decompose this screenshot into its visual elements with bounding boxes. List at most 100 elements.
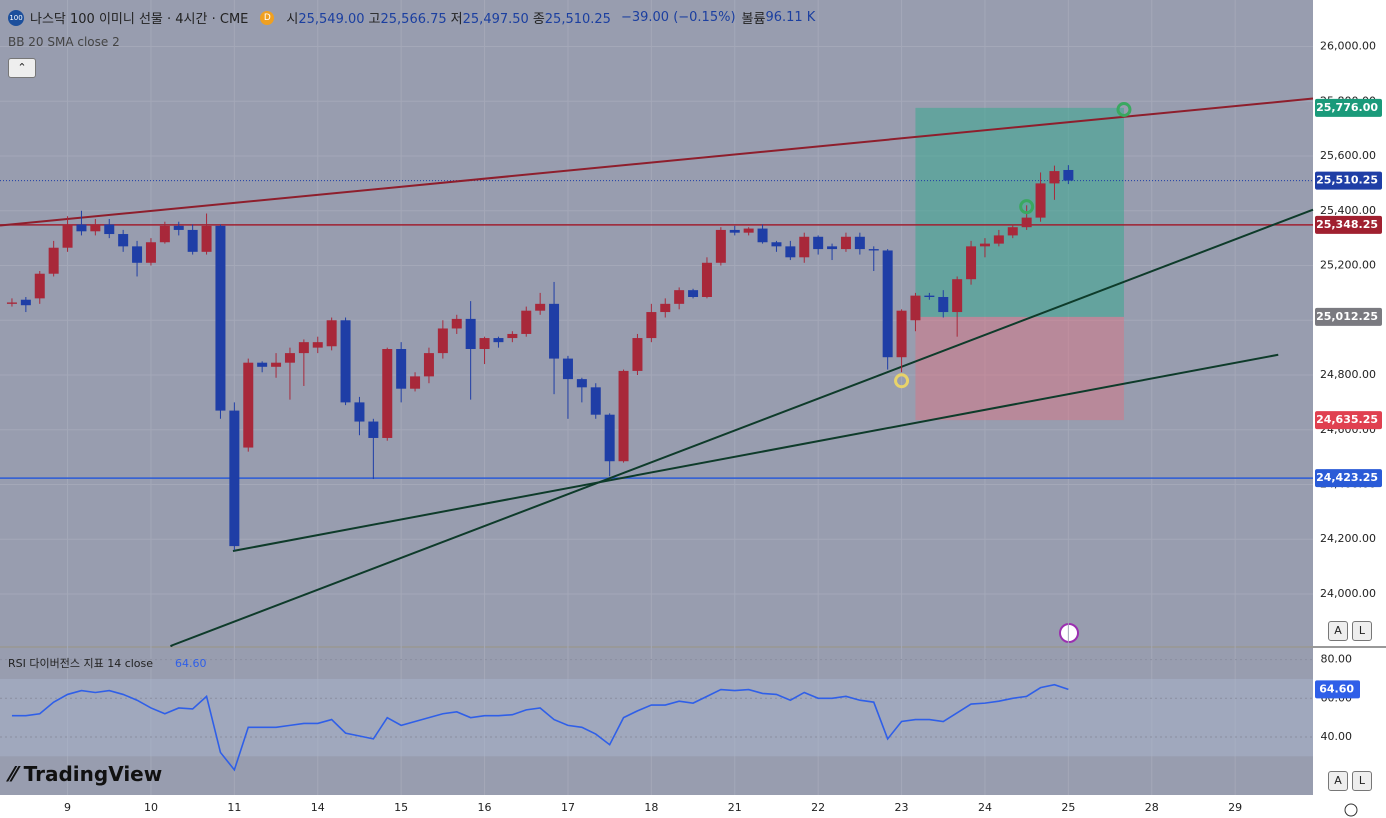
candle-body (896, 310, 907, 358)
candle-body (465, 318, 476, 350)
symbol-name[interactable]: 나스닥 100 이미니 선물 · 4시간 · CME (30, 12, 249, 27)
candle-body (76, 224, 87, 232)
trendline (0, 97, 1314, 227)
candle-body (868, 249, 879, 251)
candle-body (493, 338, 504, 343)
y-tick-label: 25,600.00 (1320, 149, 1376, 162)
rsi-title: RSI 다이버전스 지표 14 close (8, 657, 153, 670)
candle-body (979, 243, 990, 247)
candle-body (938, 296, 949, 313)
candle-body (298, 342, 309, 354)
rsi-badge (1315, 680, 1360, 699)
candle-body (145, 242, 156, 263)
change: −39.00 (−0.15%) (620, 10, 736, 25)
trendline (232, 353, 1279, 552)
candle-body (1007, 227, 1018, 236)
price-badge-label: 24,635.25 (1316, 413, 1378, 426)
volume-label: 볼륨 (741, 12, 766, 27)
x-tick-label: 24 (978, 801, 992, 814)
price-badge-label: 25,776.00 (1316, 101, 1378, 114)
marker (1019, 199, 1035, 215)
marker (1116, 101, 1132, 117)
candle-body (423, 353, 434, 377)
candle-body (229, 410, 240, 547)
y-tick-label: 24,000.00 (1320, 587, 1376, 600)
log-button[interactable]: L (1352, 621, 1372, 641)
candle-body (993, 235, 1004, 244)
ohlc-value: 25,566.75 (380, 12, 447, 27)
x-tick-label: 17 (561, 801, 575, 814)
candle-body (840, 236, 851, 250)
candle-body (576, 379, 587, 388)
candle-body (354, 402, 365, 422)
time-axis (0, 795, 1386, 818)
y-tick-label: 25,400.00 (1320, 204, 1376, 217)
candle-body (284, 353, 295, 363)
candle-body (562, 358, 573, 380)
log-button[interactable]: L (1352, 771, 1372, 791)
candle-body (104, 224, 115, 235)
indicator-label[interactable]: BB 20 SMA close 2 (8, 35, 120, 49)
candle-body (632, 338, 643, 371)
price-badge-label: 25,348.25 (1316, 218, 1378, 231)
candle-body (757, 228, 768, 243)
price-badge-label: 24,423.25 (1316, 471, 1378, 484)
rsi-badge-label: 64.60 (1319, 682, 1354, 695)
candle-body (159, 225, 170, 243)
ohlc-value: 25,549.00 (298, 12, 365, 27)
x-tick-label: 11 (227, 801, 241, 814)
x-tick-label: 29 (1228, 801, 1242, 814)
ohlc: 시25,549.00 고25,566.75 저25,497.50 종25,510.25 (286, 8, 615, 27)
settings-icon[interactable] (1344, 803, 1358, 817)
price-badge-label: 25,012.25 (1316, 310, 1378, 323)
candle-body (271, 362, 282, 367)
candle-body (34, 273, 45, 299)
y-tick-label: 40.00 (1321, 730, 1353, 743)
candle-body (382, 349, 393, 438)
y-tick-label: 80.00 (1321, 653, 1353, 666)
target-zone (915, 107, 1124, 317)
candle-body (118, 234, 129, 247)
ohlc-label: 시 (286, 12, 299, 27)
candle-body (966, 246, 977, 280)
x-tick-label: 10 (144, 801, 158, 814)
candle-body (799, 236, 810, 258)
auto-button[interactable]: A (1328, 621, 1348, 641)
candle-body (410, 376, 421, 389)
auto-button[interactable]: A (1328, 771, 1348, 791)
volume: 96.11 K (765, 10, 816, 25)
price-badge (1315, 98, 1382, 117)
candle-body (604, 414, 615, 462)
candle-body (521, 310, 532, 334)
watermark: ⁄⁄ TradingView (10, 762, 162, 786)
x-tick-label: 25 (1061, 801, 1075, 814)
candle-body (590, 387, 601, 415)
price-badge (1315, 171, 1382, 190)
candle-body (785, 246, 796, 258)
ohlc-label: 종 (532, 12, 545, 27)
x-tick-label: 28 (1145, 801, 1159, 814)
candle-body (132, 246, 143, 263)
candle-body (6, 302, 17, 304)
candle-body (479, 338, 490, 350)
candle-body (701, 262, 712, 297)
candle-body (715, 229, 726, 263)
candle-body (507, 333, 518, 339)
y-tick-label: 60.00 (1321, 691, 1353, 704)
event-icon[interactable] (1059, 623, 1079, 643)
ohlc-value: 25,510.25 (544, 12, 611, 27)
candle-body (827, 246, 838, 250)
collapse-button[interactable]: ⌃ (8, 58, 36, 78)
candle-body (729, 229, 740, 233)
y-tick-label: 26,000.00 (1320, 40, 1376, 53)
x-tick-label: 23 (895, 801, 909, 814)
rsi-band (0, 678, 1313, 757)
main-pane (0, 0, 1313, 646)
candle-body (549, 303, 560, 359)
symbol-header: 100 나스닥 100 이미니 선물 · 4시간 · CME D 시25,549… (8, 8, 815, 27)
marker (894, 373, 910, 389)
y-tick-label: 25,200.00 (1320, 259, 1376, 272)
stop-zone (915, 316, 1124, 421)
y-tick-label: 25,000.00 (1320, 313, 1376, 326)
